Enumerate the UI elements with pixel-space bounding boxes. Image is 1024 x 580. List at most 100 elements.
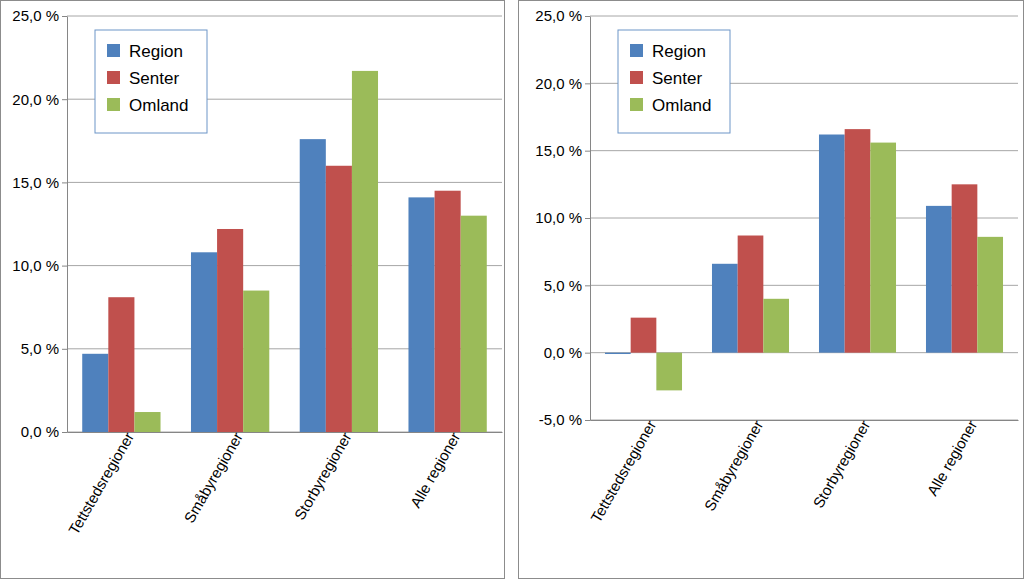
y-tick-label: 20,0 %: [535, 75, 582, 92]
bar-series: [605, 135, 952, 355]
bar: [738, 236, 764, 353]
grid: [67, 16, 502, 432]
y-tick: 15,0 %: [12, 174, 67, 191]
x-tick-label: Storbyregioner: [809, 417, 873, 511]
legend-item: Senter: [107, 69, 179, 88]
bar: [870, 143, 896, 353]
bar: [435, 191, 461, 432]
y-tick: 15,0 %: [535, 142, 590, 159]
y-tick-label: 0,0 %: [21, 423, 59, 440]
chart-panel: -5,0 % 0,0 % 5,0 % 10,0 % 15,0 % 20,0 % 25,0 %…: [519, 1, 1024, 579]
x-tick: Alle regioner: [407, 429, 464, 510]
x-tick: Småbyregioner: [701, 417, 767, 514]
legend-item: Region: [630, 42, 706, 61]
x-axis: Tettstedsregioner Småbyregioner Storbyregi…: [65, 429, 503, 537]
y-tick: 0,0 %: [544, 344, 590, 361]
y-tick-label: 15,0 %: [535, 142, 582, 159]
bar: [977, 237, 1003, 353]
bar-series: [82, 139, 434, 432]
bar-series: [108, 166, 460, 432]
grid: [590, 16, 1018, 420]
legend-label: Omland: [129, 96, 189, 115]
y-tick-mark: [585, 218, 590, 219]
y-tick: 20,0 %: [12, 91, 67, 108]
bar: [300, 139, 326, 432]
y-tick-label: 20,0 %: [12, 91, 59, 108]
bar: [926, 206, 952, 353]
bar: [605, 353, 631, 354]
y-tick: 25,0 %: [12, 7, 67, 24]
x-tick-label: Alle regioner: [407, 429, 464, 510]
bar: [461, 216, 487, 432]
x-tick-label: Småbyregioner: [701, 417, 767, 514]
x-tick: Tettstedsregioner: [65, 429, 137, 537]
y-tick: 20,0 %: [535, 75, 590, 92]
y-tick: 10,0 %: [535, 209, 590, 226]
x-axis-line: [68, 432, 503, 433]
x-tick-label: Småbyregioner: [180, 429, 246, 526]
x-tick-label: Alle regioner: [923, 417, 980, 498]
panel-frame: [1, 1, 505, 579]
x-axis-line: [591, 420, 1019, 421]
y-tick-label: 5,0 %: [21, 340, 59, 357]
bar: [352, 71, 378, 432]
chart-panel: 0,0 %5,0 %10,0 %15,0 %20,0 %25,0 %Tettst…: [1, 1, 505, 579]
bar: [631, 318, 657, 353]
y-tick-mark: [585, 285, 590, 286]
y-tick-label: -5,0 %: [539, 411, 582, 428]
bar: [82, 354, 108, 432]
bar: [217, 229, 243, 432]
legend-item: Omland: [630, 96, 712, 115]
grid-line: [590, 16, 1018, 17]
y-axis: 0,0 %5,0 %10,0 %15,0 %20,0 %25,0 %: [12, 7, 67, 440]
y-tick-label: 5,0 %: [544, 277, 582, 294]
legend-label: Senter: [652, 69, 702, 88]
x-tick-label: Storbyregioner: [291, 429, 355, 523]
x-tick: Alle regioner: [923, 417, 980, 498]
legend-swatch: [630, 44, 643, 57]
y-tick-mark: [585, 16, 590, 17]
y-tick-label: 0,0 %: [544, 344, 582, 361]
bar: [408, 197, 434, 432]
bar: [243, 291, 269, 432]
y-tick: 5,0 %: [21, 340, 67, 357]
y-tick-mark: [62, 99, 67, 100]
y-tick-mark: [62, 349, 67, 350]
legend-label: Omland: [652, 96, 712, 115]
bar: [134, 412, 160, 432]
legend-swatch: [630, 98, 643, 111]
y-tick-mark: [585, 151, 590, 152]
bar: [108, 297, 134, 432]
legend: Region Senter Omland: [618, 30, 730, 133]
bar-series: [656, 143, 1003, 391]
y-tick: -5,0 %: [539, 411, 590, 428]
y-axis: -5,0 % 0,0 % 5,0 % 10,0 % 15,0 % 20,0 % 25,0 %: [535, 7, 590, 428]
x-tick: Småbyregioner: [180, 429, 246, 526]
bar: [763, 299, 789, 353]
chart-canvas: 0,0 % 5,0 % 10,0 % 15,0 % 20,0 % 25,0 % Tettst…: [0, 0, 1024, 580]
legend-frame: [618, 30, 730, 133]
bar: [656, 353, 682, 391]
x-tick: Tettstedsregioner: [587, 417, 659, 525]
legend-item: Region: [107, 42, 183, 61]
bar-series: [631, 129, 978, 353]
y-tick-label: 15,0 %: [12, 174, 59, 191]
bar: [819, 135, 845, 353]
legend-label: Region: [652, 42, 706, 61]
x-axis: Tettstedsregioner Småbyregioner Storbyregi…: [587, 417, 1018, 525]
bar: [326, 166, 352, 432]
bar: [952, 184, 978, 352]
y-tick-mark: [585, 353, 590, 354]
y-tick: 5,0 %: [544, 277, 590, 294]
y-axis-line: [67, 17, 68, 433]
bar: [845, 129, 871, 353]
y-tick-label: 10,0 %: [535, 209, 582, 226]
y-tick: 25,0 %: [535, 7, 590, 24]
y-tick: 0,0 %: [21, 423, 67, 440]
grid-line: [67, 182, 502, 183]
legend-swatch: [630, 71, 643, 84]
legend-label: Region: [129, 42, 183, 61]
x-tick-label: Tettstedsregioner: [65, 429, 137, 537]
bar: [191, 252, 217, 432]
y-axis-line: [590, 17, 591, 421]
